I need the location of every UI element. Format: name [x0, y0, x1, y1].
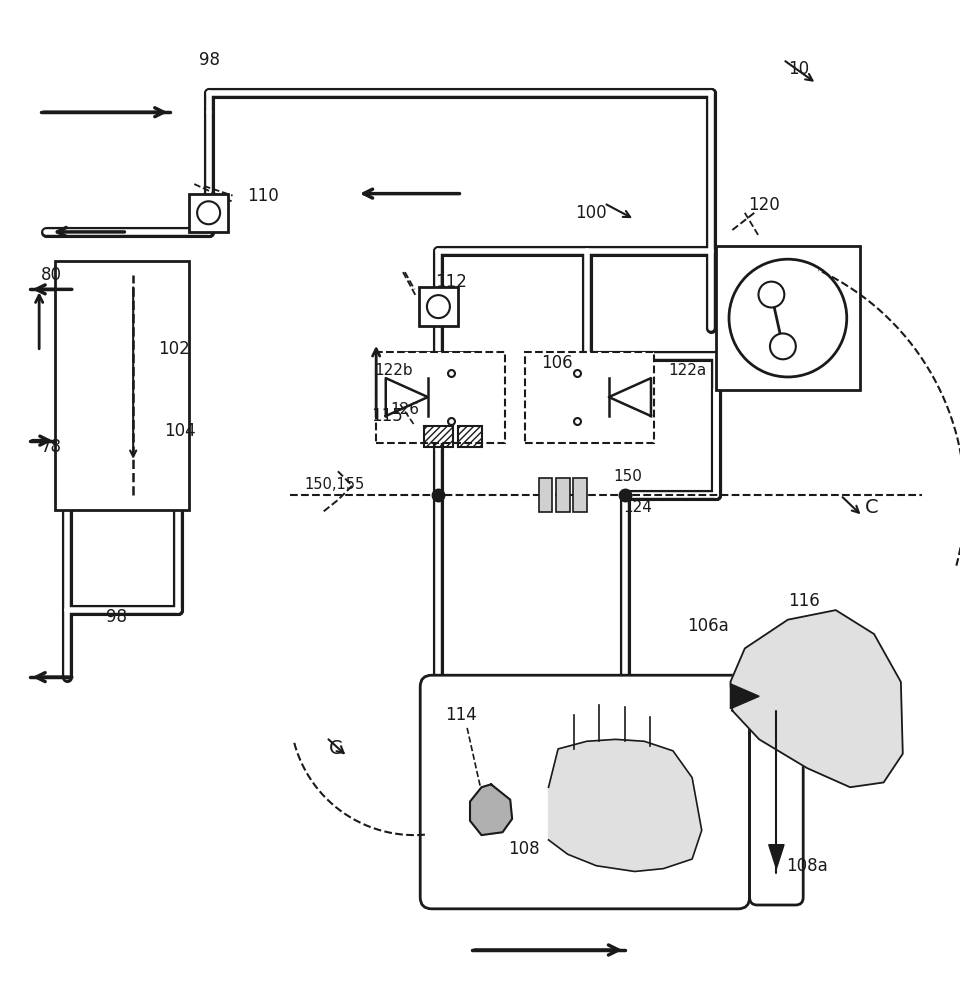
Circle shape	[197, 201, 221, 224]
Bar	[56, 261, 190, 510]
Bar	[419, 287, 457, 326]
Text: 126: 126	[391, 402, 420, 417]
Text: 112: 112	[435, 273, 467, 291]
Text: 10: 10	[788, 60, 809, 78]
Text: 106: 106	[541, 354, 572, 372]
FancyBboxPatch shape	[749, 679, 803, 905]
Text: 110: 110	[247, 187, 278, 205]
Bar	[525, 352, 654, 443]
Bar	[377, 352, 506, 443]
Text: 98: 98	[199, 51, 221, 69]
Polygon shape	[731, 684, 759, 709]
Text: 120: 120	[747, 196, 779, 214]
Bar	[424, 426, 453, 447]
Text: 122a: 122a	[668, 363, 707, 378]
Text: 108a: 108a	[786, 857, 828, 875]
Bar	[190, 194, 228, 232]
Bar	[539, 478, 553, 512]
Text: 124: 124	[623, 500, 652, 515]
Text: C: C	[866, 498, 879, 517]
Text: C: C	[329, 739, 343, 758]
Bar	[573, 478, 586, 512]
Circle shape	[759, 282, 784, 307]
Bar	[457, 426, 482, 447]
Bar	[716, 246, 860, 390]
Text: 122b: 122b	[375, 363, 413, 378]
Text: 108: 108	[508, 840, 540, 858]
Polygon shape	[549, 739, 702, 871]
Polygon shape	[470, 784, 512, 835]
Polygon shape	[731, 610, 902, 787]
Text: 116: 116	[788, 592, 820, 610]
Text: 106a: 106a	[688, 617, 729, 635]
Circle shape	[770, 333, 795, 359]
Text: 100: 100	[575, 204, 607, 222]
Text: 78: 78	[41, 438, 62, 456]
Text: 114: 114	[445, 706, 477, 724]
Text: 102: 102	[158, 340, 190, 358]
Polygon shape	[402, 353, 475, 424]
Text: 104: 104	[164, 422, 195, 440]
Text: 80: 80	[41, 266, 62, 284]
Bar	[557, 478, 569, 512]
Polygon shape	[768, 845, 784, 869]
FancyBboxPatch shape	[420, 675, 749, 909]
Text: 98: 98	[106, 608, 127, 626]
Text: 150,155: 150,155	[304, 477, 365, 492]
Circle shape	[427, 295, 450, 318]
Text: 115: 115	[372, 407, 403, 425]
Text: 150: 150	[613, 469, 642, 484]
